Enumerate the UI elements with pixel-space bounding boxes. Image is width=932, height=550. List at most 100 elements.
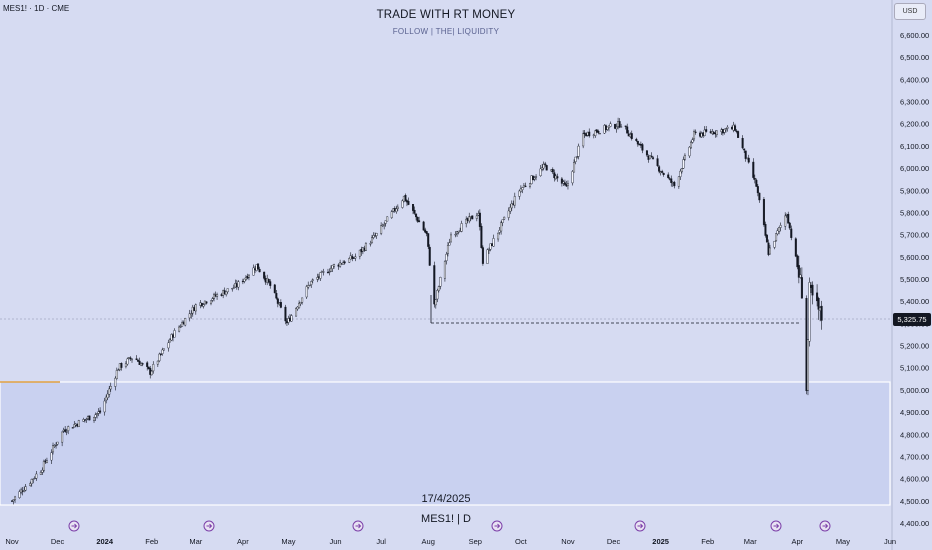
candle-body bbox=[794, 238, 797, 257]
candle-body bbox=[454, 234, 457, 236]
candle-body bbox=[450, 234, 453, 243]
candle-body bbox=[577, 145, 580, 157]
candle-body bbox=[404, 195, 407, 202]
candle-body bbox=[518, 190, 521, 197]
candle-body bbox=[811, 284, 814, 296]
y-tick-label: 5,600.00 bbox=[900, 253, 929, 262]
candle-body bbox=[650, 155, 653, 158]
candle-body bbox=[105, 396, 108, 401]
candle-body bbox=[497, 232, 500, 240]
candle-body bbox=[310, 281, 313, 286]
candle-body bbox=[425, 231, 428, 234]
candle-body bbox=[131, 358, 134, 361]
y-tick-label: 4,400.00 bbox=[900, 519, 929, 528]
arrow-icon bbox=[71, 523, 78, 529]
candle-body bbox=[744, 150, 747, 159]
candle-body bbox=[209, 300, 212, 304]
candle-body bbox=[364, 243, 367, 251]
candle-body bbox=[486, 249, 489, 264]
y-tick-label: 5,800.00 bbox=[900, 208, 929, 217]
candle-body bbox=[383, 224, 386, 226]
candle-body bbox=[147, 366, 150, 369]
y-tick-label: 4,500.00 bbox=[900, 497, 929, 506]
candle-body bbox=[551, 169, 554, 173]
x-tick-label: Feb bbox=[701, 537, 714, 546]
candle-body bbox=[573, 162, 576, 173]
candle-body bbox=[535, 176, 538, 178]
candle-body bbox=[437, 286, 440, 291]
candle-body bbox=[519, 188, 522, 192]
candle-body bbox=[194, 304, 197, 312]
candle-body bbox=[386, 216, 389, 222]
candle-body bbox=[23, 490, 26, 492]
arrow-icon bbox=[773, 523, 780, 529]
x-tick-label: Apr bbox=[792, 537, 804, 546]
candle-body bbox=[205, 301, 208, 304]
candle-body bbox=[560, 178, 563, 184]
candle-body bbox=[114, 377, 117, 387]
candle-body bbox=[93, 416, 96, 421]
candle-body bbox=[799, 274, 802, 278]
candle-body bbox=[94, 414, 97, 418]
candle-body bbox=[284, 306, 287, 322]
candle-body bbox=[747, 157, 750, 163]
arrow-icon bbox=[206, 523, 213, 529]
candle-body bbox=[226, 288, 229, 293]
candle-body bbox=[99, 410, 102, 413]
candle-body bbox=[539, 168, 542, 177]
y-axis-ticks: 4,400.00 4,500.00 4,600.00 4,700.00 4,800.00… bbox=[900, 31, 929, 528]
candle-body bbox=[168, 339, 171, 343]
candle-body bbox=[50, 452, 53, 461]
candle-body bbox=[237, 281, 240, 288]
candle-body bbox=[778, 227, 781, 232]
candle-body bbox=[243, 278, 246, 282]
candle-body bbox=[521, 187, 524, 191]
candle-body bbox=[10, 500, 13, 502]
candle-body bbox=[500, 222, 503, 232]
candle-body bbox=[184, 318, 187, 326]
candle-body bbox=[18, 491, 21, 498]
candle-body bbox=[401, 200, 404, 208]
candle-body bbox=[574, 156, 577, 162]
y-tick-label: 5,200.00 bbox=[900, 342, 929, 351]
y-tick-label: 4,600.00 bbox=[900, 475, 929, 484]
candle-body bbox=[333, 264, 336, 267]
candle-body bbox=[576, 156, 579, 158]
candle-body bbox=[658, 166, 661, 172]
candle-body bbox=[652, 157, 655, 159]
candle-body bbox=[724, 128, 727, 131]
candle-body bbox=[542, 164, 545, 169]
arrow-icon bbox=[822, 523, 829, 529]
x-tick-label: Feb bbox=[145, 537, 158, 546]
candle-body bbox=[618, 121, 621, 128]
candle-body bbox=[796, 255, 799, 268]
candle-body bbox=[374, 235, 377, 237]
candle-body bbox=[24, 486, 27, 491]
symbol-label[interactable]: MES1! · 1D · CME bbox=[3, 4, 70, 13]
candle-body bbox=[32, 478, 35, 480]
candle-body bbox=[106, 393, 109, 399]
candle-body bbox=[380, 225, 383, 234]
candle-body bbox=[726, 126, 729, 129]
candle-body bbox=[443, 261, 446, 279]
y-tick-label: 6,200.00 bbox=[900, 120, 929, 129]
candle-body bbox=[715, 130, 718, 136]
candle-body bbox=[299, 302, 302, 305]
candle-body bbox=[446, 245, 449, 254]
candle-body bbox=[606, 126, 609, 130]
candle-body bbox=[448, 242, 451, 246]
candle-body bbox=[276, 298, 279, 304]
candle-body bbox=[358, 249, 361, 257]
candle-body bbox=[348, 258, 351, 263]
candle-body bbox=[797, 265, 800, 278]
candle-body bbox=[820, 305, 823, 321]
candle-body bbox=[677, 176, 680, 187]
candle-body bbox=[468, 216, 471, 222]
candle-body bbox=[150, 370, 153, 376]
candle-body bbox=[305, 286, 308, 298]
currency-button[interactable]: USD bbox=[894, 3, 926, 20]
candle-body bbox=[480, 225, 483, 248]
candle-body bbox=[427, 233, 430, 247]
